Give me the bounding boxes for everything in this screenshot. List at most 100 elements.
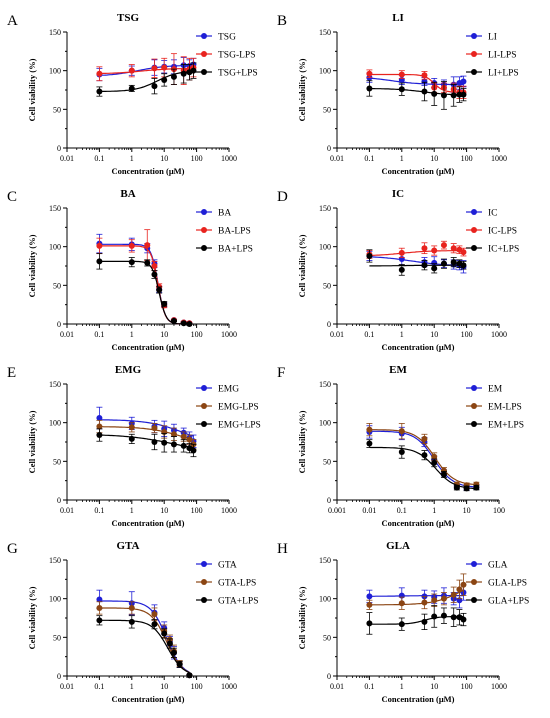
chart-panel-a: A TSG 0 50 100 150 0.01 0.1 1 10 100 1000 Concentrat… xyxy=(7,12,258,176)
data-point xyxy=(170,73,177,80)
data-point xyxy=(366,426,373,433)
data-point xyxy=(398,86,405,93)
data-point xyxy=(366,620,373,627)
y-axis-label: Cell viability (%) xyxy=(297,234,307,297)
fit-curve xyxy=(99,70,194,92)
x-axis-label: Concentration (μM) xyxy=(381,342,454,352)
x-tick-label: 1 xyxy=(432,506,436,515)
chart-panel-b: B LI 0 50 100 150 0.01 0.1 1 10 100 1000 Concentrati… xyxy=(277,12,519,176)
data-point xyxy=(450,591,457,598)
y-tick-label: 50 xyxy=(53,633,61,642)
series-li-lps: LI+LPS xyxy=(366,69,519,110)
x-tick-label: 0.01 xyxy=(60,330,74,339)
x-tick-label: 0.1 xyxy=(94,330,104,339)
data-point xyxy=(453,484,460,491)
x-tick-label: 1000 xyxy=(491,154,507,163)
series-ba-lps: BA-LPS xyxy=(96,227,251,327)
data-point xyxy=(96,258,103,265)
x-tick-label: 1 xyxy=(400,682,404,691)
data-point xyxy=(170,317,177,324)
x-tick-label: 0.01 xyxy=(60,682,74,691)
y-tick-label: 0 xyxy=(327,496,331,505)
legend-label: IC-LPS xyxy=(488,227,517,237)
data-point xyxy=(440,612,447,619)
data-point xyxy=(431,259,438,266)
fit-curve xyxy=(99,67,194,75)
data-point xyxy=(96,423,103,430)
x-tick-label: 100 xyxy=(461,330,473,339)
data-point xyxy=(128,604,135,611)
legend-label: TSG+LPS xyxy=(218,69,258,79)
data-point xyxy=(96,88,103,95)
data-point xyxy=(161,76,168,83)
y-tick-label: 100 xyxy=(319,595,331,604)
series-ba: BA xyxy=(96,209,231,327)
data-point xyxy=(431,247,438,254)
data-point xyxy=(96,604,103,611)
data-point xyxy=(151,65,158,72)
y-tick-label: 100 xyxy=(49,243,61,252)
x-tick-label: 1000 xyxy=(221,506,237,515)
y-tick-label: 0 xyxy=(327,144,331,153)
legend-label: EM+LPS xyxy=(488,421,524,431)
y-tick-label: 150 xyxy=(319,380,331,389)
x-tick-label: 100 xyxy=(191,154,203,163)
x-tick-label: 0.001 xyxy=(328,506,346,515)
legend-label: LI+LPS xyxy=(488,69,519,79)
legend-label: EMG-LPS xyxy=(218,403,259,413)
fit-curve xyxy=(99,419,194,437)
legend-label: EM-LPS xyxy=(488,403,522,413)
data-point xyxy=(170,649,177,656)
legend-marker xyxy=(471,51,477,57)
data-point xyxy=(176,661,183,668)
y-axis-label: Cell viability (%) xyxy=(27,58,37,121)
series-gla-lps: GLA-LPS xyxy=(366,573,527,610)
panel-title: IC xyxy=(392,188,404,200)
chart-panel-g: G GTA 0 50 100 150 0.01 0.1 1 10 100 1000 Concentrat… xyxy=(7,540,259,704)
x-tick-label: 0.01 xyxy=(60,506,74,515)
data-point xyxy=(190,447,197,454)
fit-curve xyxy=(369,88,464,96)
data-point xyxy=(180,442,187,449)
fit-curve xyxy=(369,250,464,257)
data-point xyxy=(151,611,158,618)
data-point xyxy=(170,431,177,438)
y-tick-label: 50 xyxy=(323,281,331,290)
data-point xyxy=(440,92,447,99)
data-point xyxy=(96,242,103,249)
fit-curve xyxy=(369,615,464,625)
legend-marker xyxy=(201,227,207,233)
y-tick-label: 100 xyxy=(319,67,331,76)
data-point xyxy=(186,436,193,443)
data-point xyxy=(128,435,135,442)
x-tick-label: 0.01 xyxy=(362,506,376,515)
panel-title: EM xyxy=(389,364,407,376)
y-tick-label: 50 xyxy=(323,457,331,466)
legend-label: BA+LPS xyxy=(218,245,253,255)
data-point xyxy=(460,581,467,588)
legend-label: BA-LPS xyxy=(218,227,251,237)
legend-label: TSG xyxy=(218,33,236,43)
x-tick-label: 1000 xyxy=(221,682,237,691)
legend-marker xyxy=(201,33,207,39)
data-point xyxy=(431,459,438,466)
data-point xyxy=(431,613,438,620)
x-tick-label: 10 xyxy=(463,506,471,515)
data-point xyxy=(460,78,467,85)
y-tick-label: 50 xyxy=(53,281,61,290)
y-axis-label: Cell viability (%) xyxy=(297,58,307,121)
panel-letter: C xyxy=(7,189,17,205)
legend-marker xyxy=(471,33,477,39)
x-tick-label: 1000 xyxy=(491,682,507,691)
data-point xyxy=(128,242,135,249)
data-point xyxy=(128,85,135,92)
data-point xyxy=(366,601,373,608)
y-tick-label: 50 xyxy=(323,633,331,642)
chart-panel-d: D IC 0 50 100 150 0.01 0.1 1 10 100 1000 Concentrati… xyxy=(277,188,519,352)
legend-marker xyxy=(471,579,477,585)
data-point xyxy=(460,616,467,623)
data-point xyxy=(96,415,103,422)
data-point xyxy=(398,71,405,78)
panel-letter: A xyxy=(7,13,18,29)
legend-label: TSG-LPS xyxy=(218,51,255,61)
